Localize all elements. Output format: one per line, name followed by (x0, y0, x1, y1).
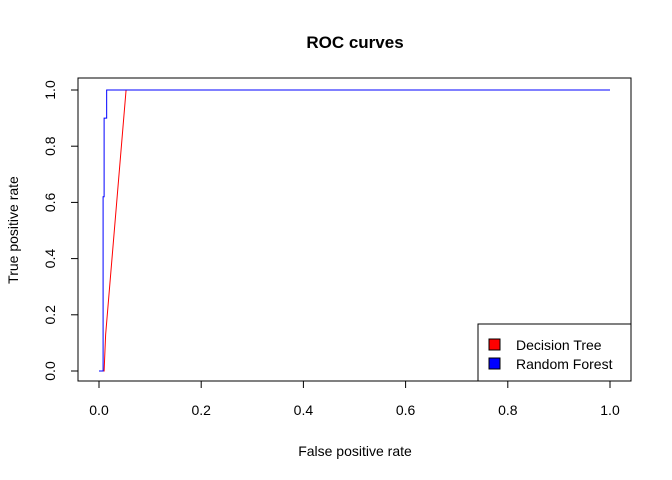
legend-label: Random Forest (516, 356, 613, 372)
series-layer (99, 89, 610, 372)
x-tick-label: 0.4 (294, 402, 314, 418)
y-tick-label: 0.4 (42, 249, 58, 269)
y-tick-label: 1.0 (42, 80, 58, 100)
x-tick-label: 0.6 (396, 402, 416, 418)
x-tick-label: 1.0 (600, 402, 620, 418)
chart-title: ROC curves (306, 33, 403, 52)
series-line-1 (99, 89, 610, 372)
x-tick-label: 0.0 (89, 402, 109, 418)
y-axis-label: True positive rate (5, 176, 21, 284)
y-axis: 0.0 0.2 0.4 0.6 0.8 1.0 (42, 80, 79, 381)
legend-box (477, 323, 632, 382)
x-axis-label: False positive rate (298, 443, 412, 459)
x-axis: 0.0 0.2 0.4 0.6 0.8 1.0 (89, 380, 620, 418)
legend-swatch (488, 338, 501, 351)
y-tick-label: 0.0 (42, 361, 58, 381)
y-tick-label: 0.8 (42, 136, 58, 156)
x-tick-label: 0.2 (191, 402, 211, 418)
legend: Decision Tree Random Forest (477, 323, 632, 382)
x-tick-label: 0.8 (498, 402, 518, 418)
legend-label: Decision Tree (516, 337, 602, 353)
legend-swatch (488, 357, 501, 370)
y-tick-label: 0.6 (42, 192, 58, 212)
y-tick-label: 0.2 (42, 305, 58, 325)
